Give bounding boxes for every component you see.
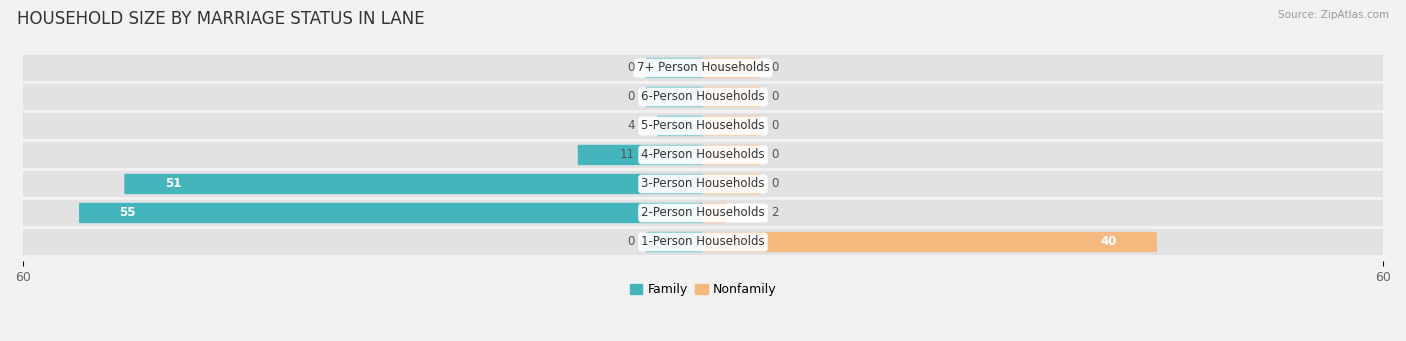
Text: 4: 4 [627,119,636,132]
FancyBboxPatch shape [703,87,761,107]
FancyBboxPatch shape [124,174,703,194]
Text: 0: 0 [770,61,779,74]
Text: 0: 0 [627,90,636,103]
FancyBboxPatch shape [645,232,703,252]
FancyBboxPatch shape [657,116,703,136]
FancyBboxPatch shape [21,142,1385,168]
Text: 0: 0 [770,177,779,191]
FancyBboxPatch shape [645,87,703,107]
FancyBboxPatch shape [21,171,1385,197]
Text: 51: 51 [165,177,181,191]
Legend: Family, Nonfamily: Family, Nonfamily [624,278,782,301]
Text: 0: 0 [627,61,636,74]
Text: 2-Person Households: 2-Person Households [641,207,765,220]
Text: 6-Person Households: 6-Person Households [641,90,765,103]
FancyBboxPatch shape [21,55,1385,81]
FancyBboxPatch shape [21,229,1385,255]
Text: 0: 0 [770,148,779,162]
Text: 0: 0 [770,119,779,132]
FancyBboxPatch shape [703,174,761,194]
FancyBboxPatch shape [578,145,703,165]
Text: 0: 0 [627,236,636,249]
Text: 3-Person Households: 3-Person Households [641,177,765,191]
Text: 0: 0 [770,90,779,103]
Text: 7+ Person Households: 7+ Person Households [637,61,769,74]
Text: HOUSEHOLD SIZE BY MARRIAGE STATUS IN LANE: HOUSEHOLD SIZE BY MARRIAGE STATUS IN LAN… [17,10,425,28]
Text: 2: 2 [770,207,779,220]
FancyBboxPatch shape [703,203,727,223]
Text: 40: 40 [1101,236,1116,249]
FancyBboxPatch shape [703,58,761,78]
FancyBboxPatch shape [645,58,703,78]
FancyBboxPatch shape [21,113,1385,139]
FancyBboxPatch shape [21,84,1385,110]
Text: Source: ZipAtlas.com: Source: ZipAtlas.com [1278,10,1389,20]
Text: 5-Person Households: 5-Person Households [641,119,765,132]
FancyBboxPatch shape [703,116,761,136]
Text: 1-Person Households: 1-Person Households [641,236,765,249]
Text: 55: 55 [120,207,136,220]
Text: 4-Person Households: 4-Person Households [641,148,765,162]
FancyBboxPatch shape [703,145,761,165]
Text: 11: 11 [620,148,636,162]
FancyBboxPatch shape [21,200,1385,226]
FancyBboxPatch shape [79,203,703,223]
FancyBboxPatch shape [703,232,1157,252]
